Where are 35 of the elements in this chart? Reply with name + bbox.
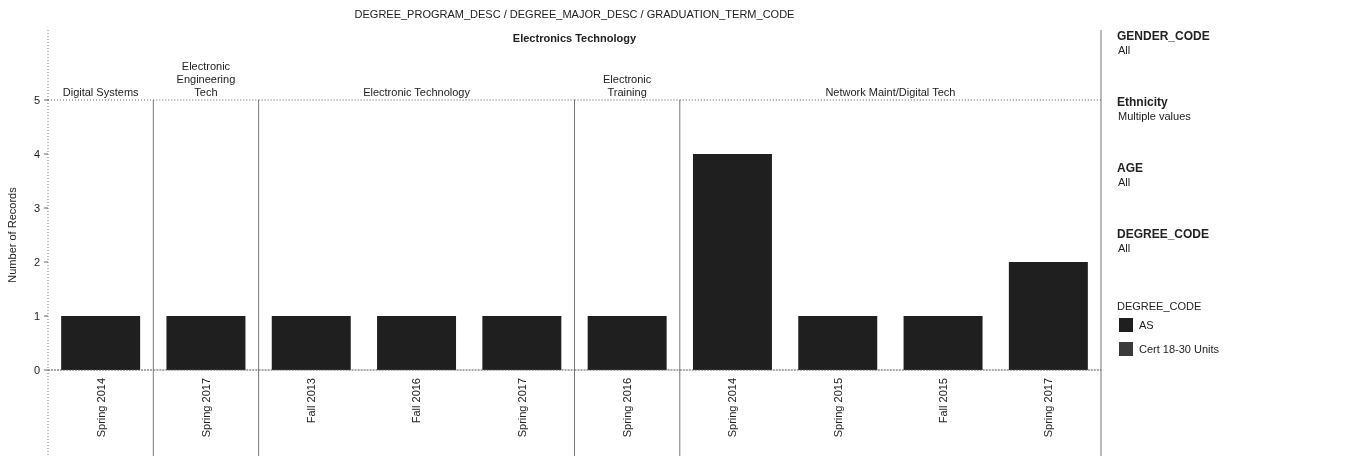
y-axis-title: Number of Records [6,186,18,283]
legend-title: DEGREE_CODE [1117,300,1202,312]
x-tick-label: Fall 2015 [936,378,949,424]
x-tick-label: Fall 2013 [305,378,318,424]
y-tick-label: 3 [33,201,40,214]
x-tick-label: Spring 2014 [726,378,739,438]
y-tick-label: 0 [33,363,40,376]
x-tick-label: Fall 2016 [410,378,423,424]
chart-title: Electronic Training [603,73,652,98]
y-tick-label: 2 [33,255,40,268]
text: All [1118,44,1131,56]
y-tick-label: 5 [33,93,40,106]
y-tick-label: 4 [33,147,40,160]
chart-title: Digital Systems [62,86,140,98]
x-tick-label: Spring 2017 [515,378,528,438]
text: DEGREE_CODE [1117,227,1210,241]
text: Electronics Technology [512,32,638,44]
legend-label: AS [1139,318,1154,331]
chart-title: Electronic Technology [363,86,471,98]
chart-title: Network Maint/Digital Tech [825,86,956,98]
chart-title: Electronic Engineering Tech [176,60,236,98]
x-tick-label: Spring 2014 [94,378,107,438]
text: All [1118,176,1131,188]
x-tick-label: Spring 2017 [1042,378,1055,438]
legend-label: Cert 18-30 Units [1139,342,1220,355]
text: Ethnicity [1117,95,1168,109]
text: GENDER_CODE [1117,29,1210,43]
x-tick-label: Spring 2017 [199,378,212,438]
x-tick-label: Spring 2016 [621,378,633,438]
text: DEGREE_PROGRAM_DESC / DEGREE_MAJOR_DESC / GRADUATION_TERM_CODE [354,8,795,20]
text: Multiple values [1118,110,1192,122]
y-tick-label: 1 [33,309,40,322]
text: AGE [1117,161,1144,175]
text: All [1118,242,1131,254]
x-tick-label: Spring 2015 [831,378,844,438]
